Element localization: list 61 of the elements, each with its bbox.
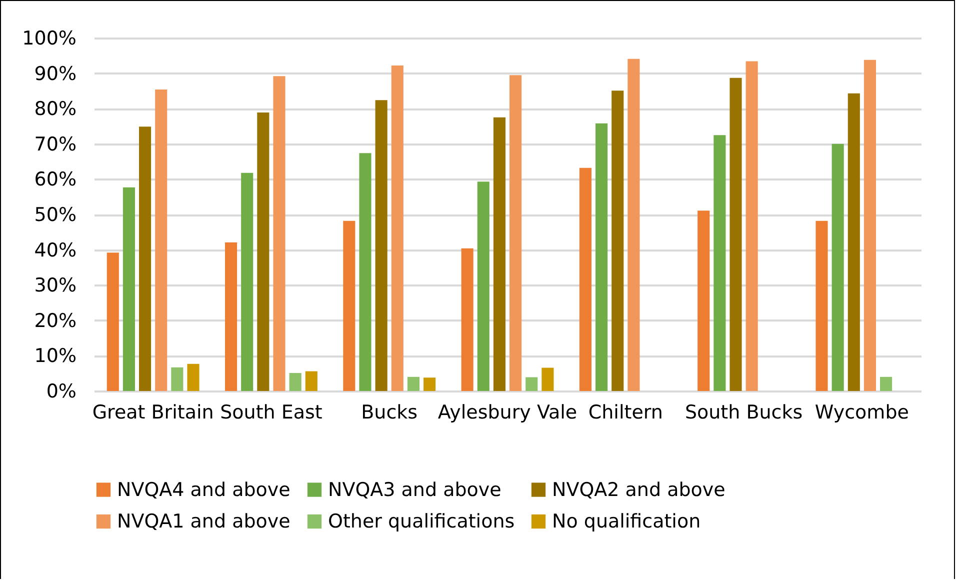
bar: [187, 364, 200, 391]
bar: [832, 144, 844, 391]
x-tick-label: Bucks: [361, 402, 418, 424]
bar: [730, 78, 742, 391]
bar: [746, 61, 758, 391]
bar: [225, 242, 238, 391]
bar: [424, 378, 436, 391]
x-tick-label: Chiltern: [588, 402, 663, 424]
legend-label: NVQA4 and above: [117, 478, 290, 501]
legend-label: Other qualifications: [328, 510, 515, 532]
bar: [526, 377, 538, 391]
bar: [359, 153, 372, 391]
x-tick-label: Great Britain: [92, 402, 214, 424]
y-tick-label: 40%: [34, 239, 76, 262]
bar: [305, 371, 318, 391]
bar: [241, 172, 254, 391]
bar: [171, 367, 184, 391]
y-tick-label: 20%: [34, 310, 76, 332]
bar: [612, 90, 624, 391]
bar: [880, 376, 892, 391]
bar: [257, 112, 270, 391]
y-tick-label: 100%: [22, 28, 76, 50]
bar: [816, 220, 828, 391]
bar: [579, 168, 592, 391]
x-tick-label: South Bucks: [684, 402, 803, 424]
y-tick-label: 80%: [34, 98, 76, 120]
bar: [375, 100, 388, 391]
bar: [155, 90, 168, 391]
bar: [510, 75, 522, 391]
y-tick-label: 60%: [34, 168, 76, 191]
y-tick-label: 70%: [34, 133, 76, 156]
x-tick-label: Wycombe: [814, 402, 909, 424]
bar: [139, 126, 152, 391]
x-tick-label: South East: [220, 402, 322, 424]
bar: [289, 372, 302, 391]
legend-label: NVQA1 and above: [117, 510, 290, 532]
y-tick-label: 90%: [34, 62, 76, 85]
bar: [848, 93, 860, 391]
legend-label: NVQA3 and above: [328, 478, 502, 501]
bar: [391, 66, 404, 391]
bar: [106, 252, 119, 391]
bar: [698, 210, 710, 391]
bar: [461, 248, 474, 391]
bar: [628, 58, 640, 391]
bar: [407, 376, 420, 391]
bar: [864, 60, 876, 391]
y-tick-label: 30%: [34, 274, 76, 297]
y-tick-label: 10%: [34, 345, 76, 368]
bar: [343, 220, 356, 391]
y-tick-label: 0%: [46, 380, 76, 402]
bar: [596, 123, 608, 391]
bar: [122, 187, 135, 391]
bar: [477, 182, 490, 391]
legend-label: No qualification: [552, 510, 701, 532]
bar: [542, 368, 554, 391]
y-tick-label: 50%: [34, 204, 76, 226]
legend-label: NVQA2 and above: [552, 478, 726, 501]
x-tick-label: Aylesbury Vale: [438, 402, 578, 424]
bar: [273, 76, 286, 391]
bar: [493, 117, 506, 391]
bar: [714, 135, 726, 391]
